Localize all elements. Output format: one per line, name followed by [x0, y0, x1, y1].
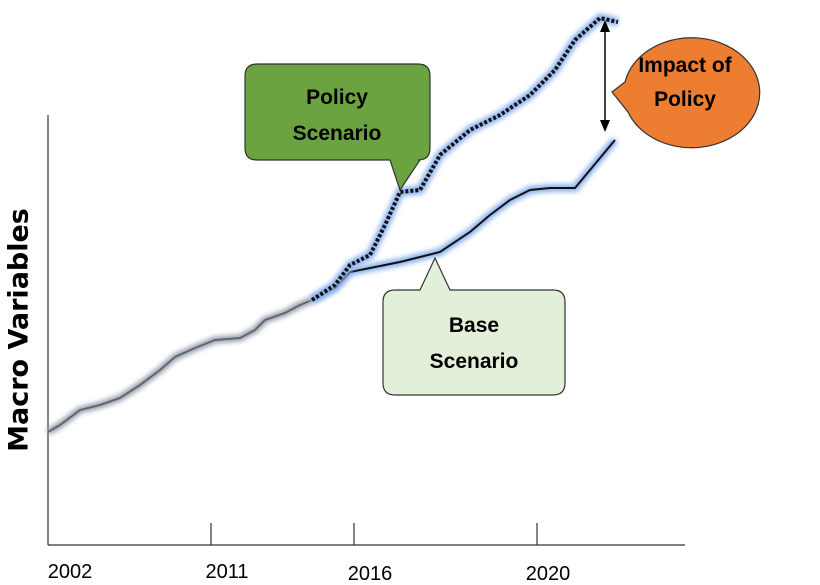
x-label: 2016: [348, 563, 393, 585]
callout-text: Base: [449, 314, 499, 337]
policy-line: [310, 15, 619, 302]
arrow-head: [600, 120, 610, 132]
x-label: 2002: [48, 561, 93, 583]
history-glow: [46, 296, 314, 436]
impact-callout: [611, 37, 761, 149]
x-label: 2011: [205, 561, 248, 583]
axes: [47, 115, 685, 546]
base-glow: [310, 137, 619, 304]
callout-text: Policy: [654, 88, 716, 111]
callout-text: Impact of: [638, 54, 732, 77]
callout-text: Scenario: [430, 350, 519, 373]
arrow-head: [600, 20, 610, 32]
x-label: 2020: [526, 563, 571, 585]
callout-text: Scenario: [293, 122, 382, 145]
callout-text: Policy: [306, 86, 368, 109]
y-axis-label: Macro Variables: [4, 208, 35, 452]
base-callout: [382, 256, 566, 396]
policy-callout: [244, 63, 431, 192]
history-line: [47, 299, 313, 433]
base-line: [311, 139, 616, 301]
